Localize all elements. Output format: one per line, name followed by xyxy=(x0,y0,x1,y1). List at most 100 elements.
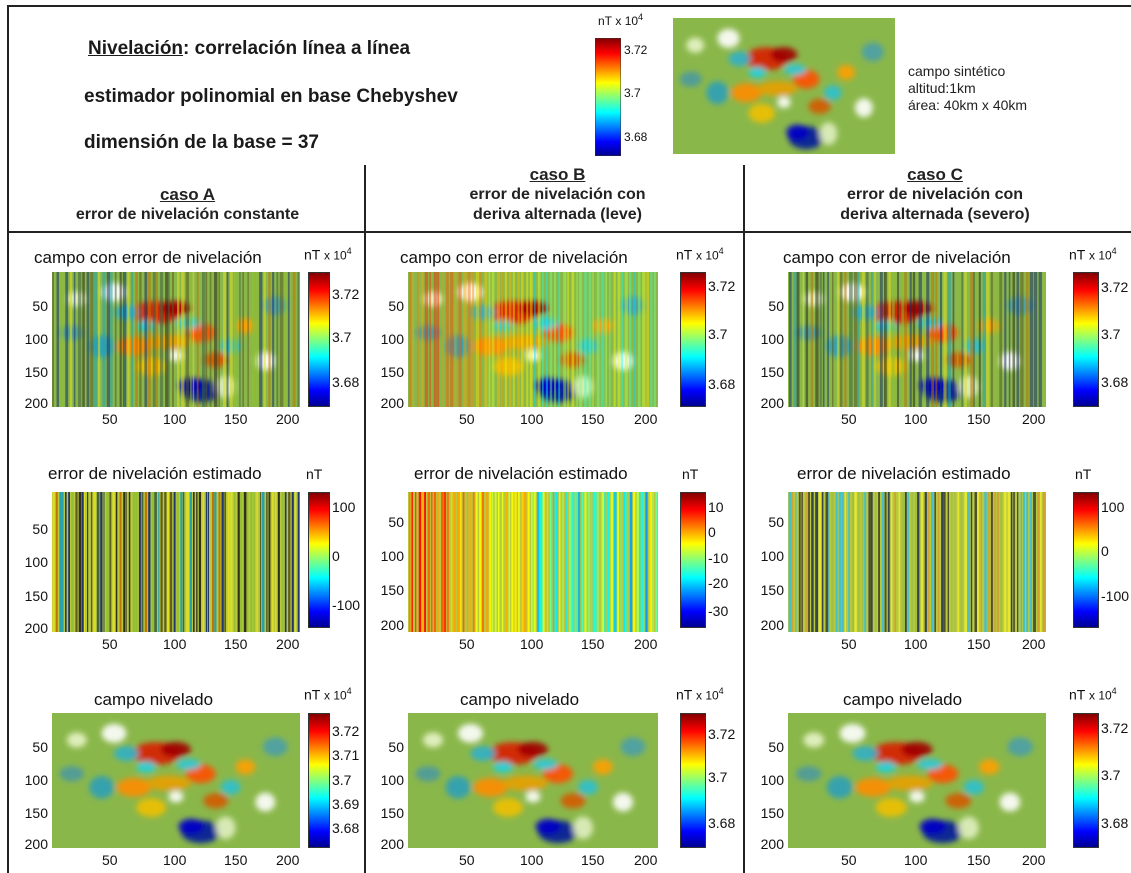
x-tick-C2: 200 xyxy=(1022,636,1046,652)
y-tick-B3: 150 xyxy=(380,805,404,821)
line-stripe xyxy=(65,272,69,407)
anomaly xyxy=(613,351,633,371)
colorbar-B1 xyxy=(680,272,706,407)
line-stripe xyxy=(588,492,590,632)
frame-top xyxy=(7,5,1131,7)
anomaly xyxy=(620,296,646,316)
anomaly xyxy=(593,318,613,334)
line-stripe xyxy=(973,272,975,407)
x-tick-B3: 200 xyxy=(634,852,658,868)
anomaly xyxy=(473,777,508,797)
line-stripe xyxy=(853,272,858,407)
line-stripe xyxy=(164,492,167,632)
line-stripe xyxy=(475,272,480,407)
line-stripe xyxy=(956,272,959,407)
line-stripe xyxy=(793,272,797,407)
anomaly xyxy=(578,779,598,795)
line-stripe xyxy=(811,492,814,632)
anomaly xyxy=(958,816,979,840)
line-stripe xyxy=(78,492,81,632)
line-stripe xyxy=(292,272,296,407)
line-stripe xyxy=(851,492,855,632)
y-tick-A3: 150 xyxy=(24,805,48,821)
line-stripe xyxy=(901,492,905,632)
cbar-tick-A1: 3.7 xyxy=(332,329,352,345)
line-stripe xyxy=(128,492,131,632)
stripes-svg xyxy=(408,492,658,632)
anomaly xyxy=(458,282,483,302)
line-stripe xyxy=(505,492,508,632)
panel-title-B2: error de nivelación estimado xyxy=(414,464,628,483)
line-stripe xyxy=(517,272,520,407)
anomaly xyxy=(978,759,1000,775)
x-tick-C3: 100 xyxy=(904,852,928,868)
line-stripe xyxy=(576,272,578,407)
line-stripe xyxy=(907,492,909,632)
line-stripe xyxy=(218,272,220,407)
anomaly xyxy=(875,357,907,376)
anomaly xyxy=(458,723,483,743)
line-stripe xyxy=(514,492,517,632)
line-stripe xyxy=(71,492,74,632)
line-stripe xyxy=(247,272,249,407)
column-divider-1 xyxy=(364,165,366,873)
anomaly xyxy=(220,779,241,795)
y-tick-A2: 150 xyxy=(24,588,48,604)
anomaly xyxy=(415,325,441,341)
anomaly xyxy=(535,377,561,393)
anomaly xyxy=(203,793,229,809)
line-stripe xyxy=(848,492,850,632)
line-stripe xyxy=(250,492,253,632)
line-stripe xyxy=(839,272,843,407)
line-stripe xyxy=(275,492,277,632)
line-stripe xyxy=(801,492,803,632)
line-stripe xyxy=(488,272,491,407)
x-tick-B2: 150 xyxy=(581,636,605,652)
x-tick-A3: 100 xyxy=(163,852,187,868)
y-tick-C3: 100 xyxy=(760,772,784,788)
line-stripe xyxy=(512,272,515,407)
line-stripe xyxy=(518,492,520,632)
anomaly xyxy=(445,335,471,358)
anomaly xyxy=(963,779,985,795)
line-stripe xyxy=(443,492,447,632)
cbar-tick-B3: 3.7 xyxy=(708,769,728,785)
case-a-header: caso A error de nivelación constante xyxy=(20,185,355,225)
line-stripe xyxy=(167,272,170,407)
anomaly xyxy=(114,745,139,762)
line-stripe xyxy=(240,492,243,632)
line-stripe xyxy=(68,492,70,632)
line-stripe xyxy=(281,492,284,632)
anomaly xyxy=(136,357,167,376)
line-stripe xyxy=(911,492,914,632)
line-stripe xyxy=(169,492,173,632)
line-stripe xyxy=(827,272,829,407)
line-stripe xyxy=(1042,492,1046,632)
line-stripe xyxy=(940,272,942,407)
anomaly xyxy=(445,776,471,799)
anomaly xyxy=(493,761,513,773)
line-stripe xyxy=(1017,492,1019,632)
y-tick-A2: 100 xyxy=(24,554,48,570)
y-tick-B3: 100 xyxy=(380,772,404,788)
line-stripe xyxy=(600,272,605,407)
line-stripe xyxy=(835,492,838,632)
line-stripe xyxy=(224,492,226,632)
line-stripe xyxy=(789,272,792,407)
anomaly xyxy=(560,793,586,809)
line-stripe xyxy=(119,492,122,632)
cbar-tick-B1: 3.72 xyxy=(708,278,736,294)
line-stripe xyxy=(891,492,893,632)
line-stripe xyxy=(90,492,93,632)
line-stripe xyxy=(884,492,887,632)
line-stripe xyxy=(810,272,814,407)
line-stripe xyxy=(472,272,475,407)
line-stripe xyxy=(584,272,587,407)
anomaly xyxy=(679,71,702,87)
line-stripe xyxy=(180,492,183,632)
panel-title-B1: campo con error de nivelación xyxy=(400,248,628,267)
cbar-tick-A3: 3.69 xyxy=(332,796,360,812)
x-tick-A1: 100 xyxy=(163,411,187,427)
line-stripe xyxy=(815,492,818,632)
x-tick-B2: 200 xyxy=(634,636,658,652)
